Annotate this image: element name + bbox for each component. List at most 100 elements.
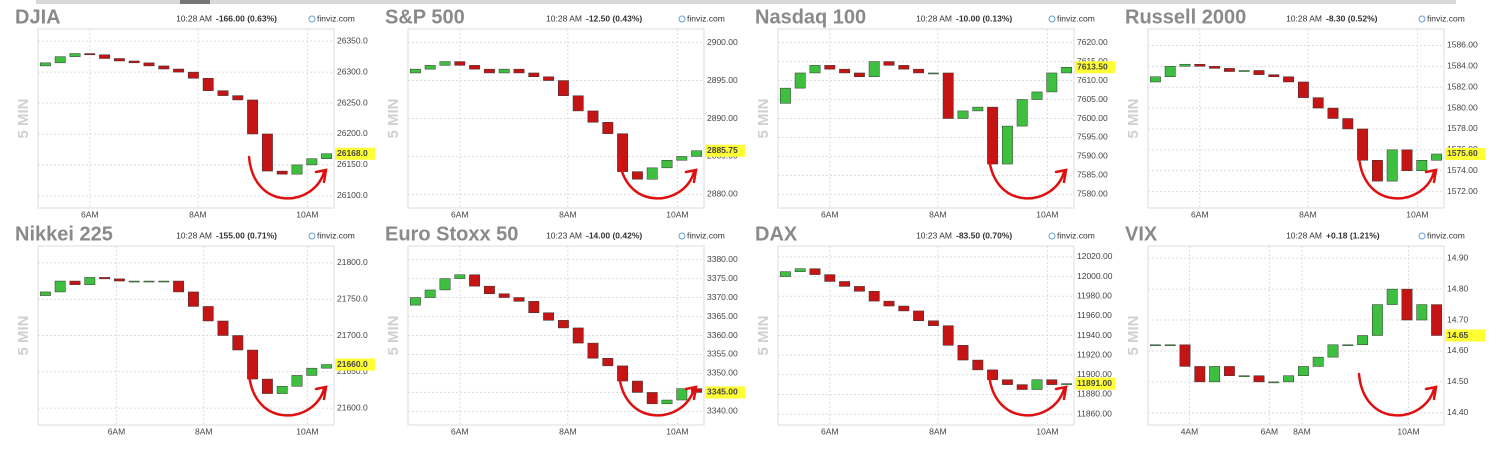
candle (321, 153, 333, 159)
candle (557, 80, 569, 96)
candle (1342, 118, 1354, 130)
last-price-box (1075, 377, 1115, 390)
source-label: finviz.com (687, 13, 725, 23)
x-tick-label: 8AM (559, 209, 576, 219)
chart-panel: Nikkei 225 10:28 AM -155.00 (0.71%) finviz.… (15, 223, 375, 436)
candle (261, 378, 273, 394)
candle (617, 365, 629, 382)
x-tick-label: 8AM (195, 426, 212, 436)
source-label: finviz.com (1057, 230, 1095, 240)
candle (1401, 149, 1413, 171)
candle (261, 133, 273, 172)
candle (1031, 91, 1043, 100)
candle (424, 65, 436, 70)
candle (868, 61, 880, 77)
x-tick-label: 10AM (1397, 426, 1419, 436)
change-label: -83.50 (0.70%) (956, 230, 1012, 240)
candle (469, 274, 481, 287)
candle (1164, 344, 1176, 347)
last-price-label: 11891.00 (1077, 378, 1112, 388)
candle (1371, 160, 1383, 182)
last-price-label: 14.65 (1447, 330, 1469, 340)
candle (69, 53, 81, 57)
candle (898, 65, 910, 70)
source-label: finviz.com (1057, 13, 1095, 23)
time-label: 10:28 AM (916, 13, 952, 23)
candle (972, 106, 984, 112)
candle (528, 301, 540, 313)
y-tick-label: 7595.00 (1077, 132, 1108, 142)
candle (1431, 153, 1443, 161)
candle (913, 68, 925, 74)
y-tick-label: 1572.00 (1447, 186, 1478, 196)
x-tick-label: 10AM (666, 426, 688, 436)
candle (676, 156, 688, 161)
chart-panel: Euro Stoxx 50 10:23 AM -14.00 (0.42%) finvi… (385, 223, 745, 436)
candle (306, 367, 318, 376)
candle (1268, 381, 1280, 384)
x-tick-label: 8AM (929, 209, 946, 219)
y-tick-label: 7580.00 (1077, 189, 1108, 199)
y-tick-label: 11920.00 (1077, 349, 1112, 359)
candle (1061, 67, 1073, 74)
y-tick-label: 14.90 (1447, 252, 1469, 262)
candle (839, 281, 851, 287)
candle (1179, 344, 1191, 367)
last-price-box (705, 144, 745, 157)
candle (1327, 344, 1339, 358)
candle (1283, 76, 1295, 83)
annotation-scribble (617, 155, 698, 200)
y-tick-label: 26350.0 (337, 35, 368, 45)
x-tick-label: 6AM (451, 209, 468, 219)
candle (676, 388, 688, 401)
time-label: 10:28 AM (546, 13, 582, 23)
candle (543, 76, 555, 81)
candle (1164, 66, 1176, 77)
y-tick-label: 3380.00 (707, 254, 738, 264)
y-tick-label: 1578.00 (1447, 123, 1478, 133)
candle (202, 306, 214, 322)
last-price-label: 7613.50 (1077, 62, 1108, 72)
candle (424, 289, 436, 298)
y-tick-label: 21600.0 (337, 402, 368, 412)
x-tick-label: 10AM (1036, 426, 1058, 436)
annotation-scribble (247, 372, 328, 417)
candle (809, 268, 821, 275)
candle (291, 375, 303, 387)
y-tick-label: 14.80 (1447, 283, 1469, 293)
candle (158, 280, 170, 283)
candle (587, 342, 599, 359)
candle (1253, 70, 1265, 75)
y-tick-label: 21700.0 (337, 330, 368, 340)
candle (217, 320, 229, 336)
chart-title: VIX (1125, 223, 1158, 245)
x-tick-label: 6AM (1191, 209, 1208, 219)
candle (439, 61, 451, 66)
candle (1283, 375, 1295, 383)
source-label: finviz.com (1427, 230, 1465, 240)
candle (409, 297, 421, 306)
candle (913, 310, 925, 322)
candle (409, 68, 421, 74)
candle (469, 65, 481, 70)
candle (617, 133, 629, 172)
y-tick-label: 11960.00 (1077, 310, 1112, 320)
y-tick-label: 3370.00 (707, 292, 738, 302)
change-label: -14.00 (0.42%) (586, 230, 642, 240)
change-label: -10.00 (0.13%) (956, 13, 1012, 23)
y-tick-label: 7615.00 (1077, 56, 1108, 66)
chart-title: Nikkei 225 (15, 223, 113, 245)
candle (587, 110, 599, 123)
candle (84, 277, 96, 285)
last-price-box (335, 147, 375, 160)
candle (143, 280, 155, 283)
candle (646, 392, 658, 405)
candle (39, 291, 51, 296)
candle (1342, 344, 1354, 347)
side-label: 5 MIN (385, 98, 402, 138)
candle (1209, 366, 1221, 383)
time-label: 10:28 AM (1286, 13, 1322, 23)
last-price-label: 26168.0 (337, 148, 368, 158)
y-tick-label: 1574.00 (1447, 165, 1478, 175)
candle (1386, 288, 1398, 305)
